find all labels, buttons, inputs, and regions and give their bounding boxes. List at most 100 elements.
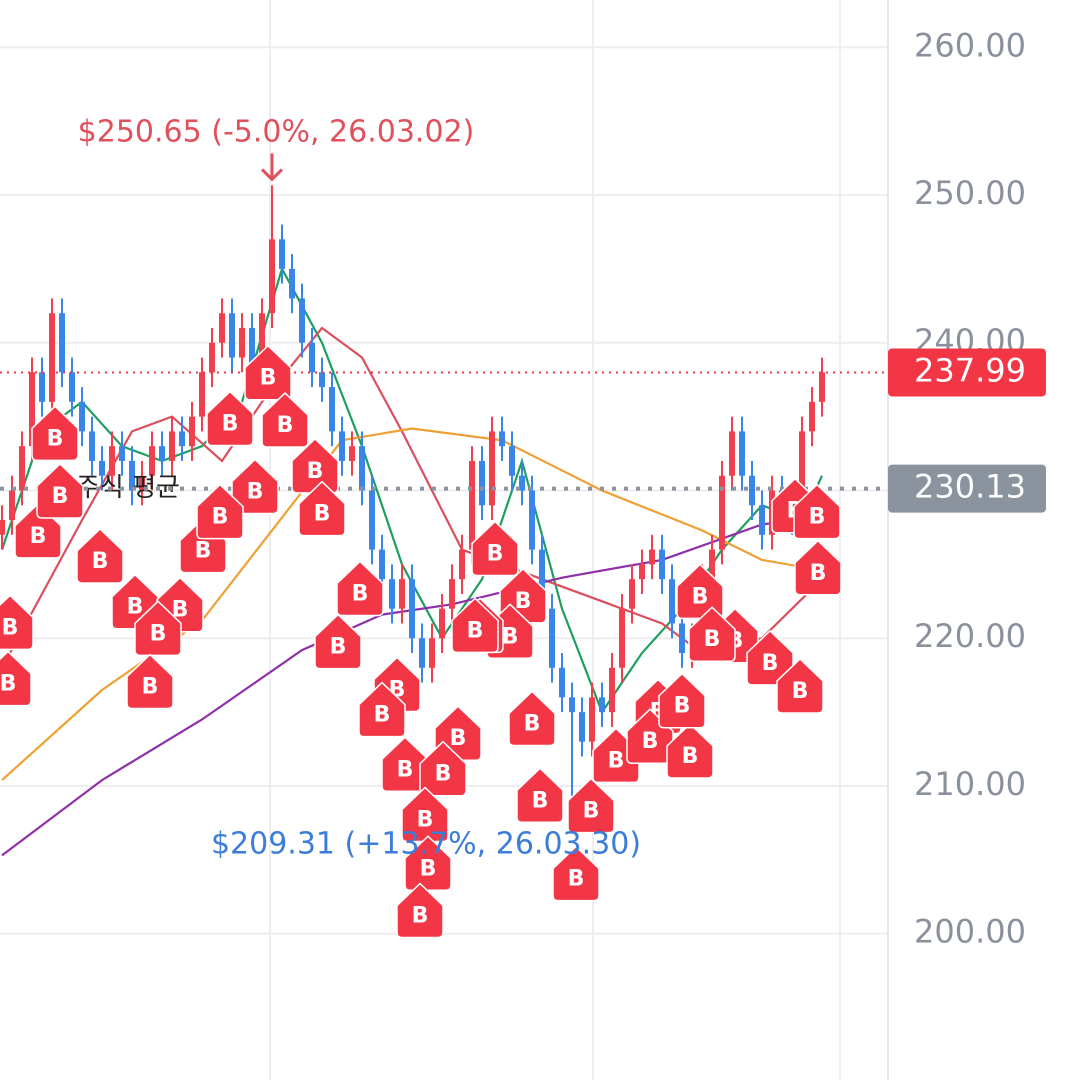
candle-body: [569, 697, 575, 713]
candle-body: [219, 313, 225, 343]
candle-body: [539, 549, 545, 609]
candle-body: [809, 401, 815, 432]
buy-marker-label: B: [420, 856, 437, 881]
buy-marker-label: B: [515, 589, 532, 614]
buy-marker: [76, 527, 124, 584]
buy-marker-label: B: [450, 726, 467, 751]
candle-body: [179, 431, 185, 447]
high-arrow: [260, 153, 284, 182]
buy-marker-label: B: [247, 480, 264, 505]
candle-body: [529, 490, 535, 550]
buy-marker-label: B: [2, 615, 19, 640]
buy-marker-label: B: [222, 412, 239, 437]
candle-body: [0, 520, 5, 535]
buy-marker: [793, 483, 841, 540]
y-tick-label: 200.00: [914, 913, 1026, 951]
buy-marker-label: B: [704, 627, 721, 652]
buy-marker-label: B: [810, 561, 827, 586]
candle-body: [89, 431, 95, 461]
candle-body: [49, 313, 55, 402]
candle-body: [39, 372, 45, 402]
candle-body: [649, 549, 655, 565]
candle-body: [479, 460, 485, 506]
buy-marker: [336, 560, 384, 617]
candle-body: [419, 638, 425, 668]
buy-marker-label: B: [532, 788, 549, 813]
buy-marker: [404, 835, 452, 891]
buy-marker: [552, 845, 600, 902]
candle-body: [589, 697, 595, 742]
candle-body: [459, 549, 465, 580]
candle-body: [119, 446, 125, 461]
buy-marker-label: B: [374, 703, 391, 728]
buy-marker: [314, 613, 362, 670]
candle-body: [129, 460, 135, 491]
candle-body: [749, 475, 755, 506]
candle-body: [559, 667, 565, 698]
buy-marker: [134, 600, 182, 657]
candle-body: [659, 549, 665, 580]
buy-marker: [776, 657, 824, 714]
buy-marker: [666, 722, 714, 779]
buy-marker-label: B: [127, 595, 144, 620]
candle-body: [279, 239, 285, 269]
buy-marker: [261, 391, 309, 448]
candle-body: [799, 431, 805, 521]
y-tick-label: 250.00: [914, 174, 1026, 212]
y-tick-label: 210.00: [914, 765, 1026, 803]
candle-body: [239, 327, 245, 358]
candle-body: [59, 313, 65, 373]
candle-body: [109, 446, 115, 476]
buy-marker-label: B: [467, 618, 484, 643]
buy-marker-label: B: [0, 672, 16, 697]
candle-body: [249, 327, 255, 373]
candle-body: [669, 579, 675, 624]
candle-body: [379, 549, 385, 580]
candle-body: [409, 579, 415, 639]
candle-body: [549, 608, 555, 668]
candle-body: [709, 549, 715, 580]
candle-body: [259, 313, 265, 373]
buy-marker: [0, 594, 34, 651]
buy-marker-label: B: [502, 624, 519, 649]
candle-body: [439, 608, 445, 639]
buy-marker-label: B: [277, 413, 294, 438]
buy-marker-label: B: [809, 505, 826, 530]
buy-marker-label: B: [314, 502, 331, 527]
buy-marker-label: B: [608, 748, 625, 773]
buy-marker: [471, 520, 519, 577]
buy-marker: [508, 690, 556, 747]
low-annotation: $209.31 (+13.7%, 26.03.30): [211, 827, 641, 862]
candle-body: [629, 579, 635, 609]
candle-body: [729, 431, 735, 476]
candle-body: [79, 401, 85, 432]
buy-marker: [451, 597, 499, 654]
buy-marker-label: B: [150, 621, 167, 646]
last-price-tag-label: 237.99: [914, 351, 1026, 389]
buy-marker-label: B: [172, 598, 189, 623]
buy-marker-label: B: [674, 694, 691, 719]
candle-body: [739, 431, 745, 476]
candle-body: [339, 431, 345, 461]
buy-marker: [36, 462, 84, 519]
buy-marker-label: B: [195, 539, 212, 564]
buy-marker-label: B: [524, 711, 541, 736]
y-tick-label: 260.00: [914, 26, 1026, 64]
candle-body: [449, 579, 455, 609]
candle-body: [269, 239, 275, 314]
candle-body: [819, 372, 825, 402]
candle-body: [679, 623, 685, 654]
candle-body: [359, 446, 365, 491]
buy-marker-label: B: [47, 426, 64, 451]
candle-body: [489, 431, 495, 506]
candle-body: [9, 490, 15, 521]
candle-body: [469, 460, 475, 550]
candle-body: [19, 446, 25, 491]
buy-marker: [567, 777, 615, 834]
buy-marker: [358, 681, 406, 738]
candle-body: [369, 490, 375, 550]
buy-marker: [0, 650, 32, 707]
candle-body: [579, 712, 585, 742]
buy-marker: [196, 483, 244, 540]
